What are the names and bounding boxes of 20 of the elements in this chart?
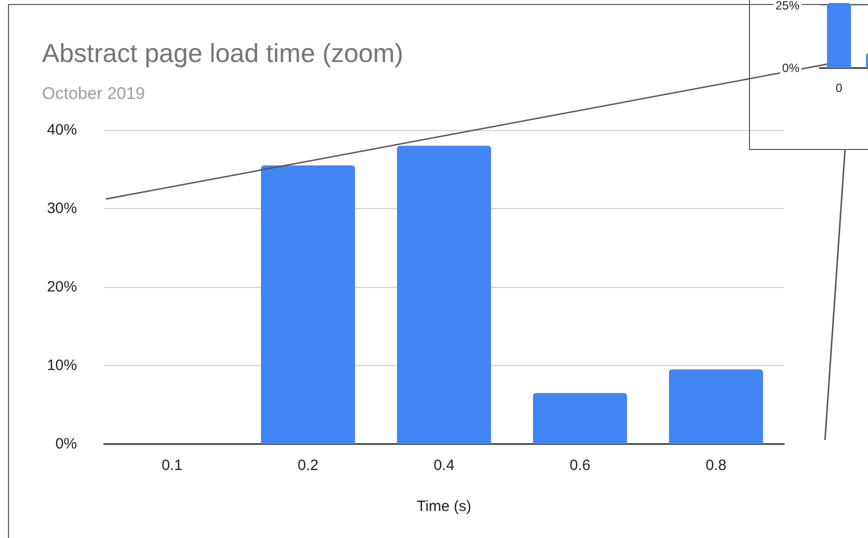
x-tick-label: 0.4 — [434, 457, 454, 474]
y-tick-label: 10% — [46, 357, 77, 374]
bar — [397, 146, 491, 444]
y-tick-label: 20% — [46, 278, 77, 296]
y-tick-label: 0% — [782, 61, 800, 75]
y-tick-label: 0% — [55, 436, 77, 452]
bar — [261, 165, 355, 444]
chart-subtitle: October 2019 — [42, 84, 146, 103]
y-tick-label: 25% — [775, 0, 800, 12]
bar — [669, 369, 763, 444]
y-tick-label: 40% — [46, 122, 77, 138]
chart-title: Abstract page load time (zoom) — [42, 38, 404, 68]
x-tick-label: 0.8 — [706, 457, 726, 474]
x-tick-label: 0.2 — [298, 457, 318, 474]
bar — [533, 392, 627, 444]
y-tick-label: 30% — [46, 200, 77, 217]
x-axis-title: Time (s) — [416, 498, 472, 515]
x-tick-label: 0.1 — [162, 457, 182, 474]
x-tick-label: 0 — [836, 81, 843, 95]
x-tick-label: 0.6 — [570, 457, 590, 474]
